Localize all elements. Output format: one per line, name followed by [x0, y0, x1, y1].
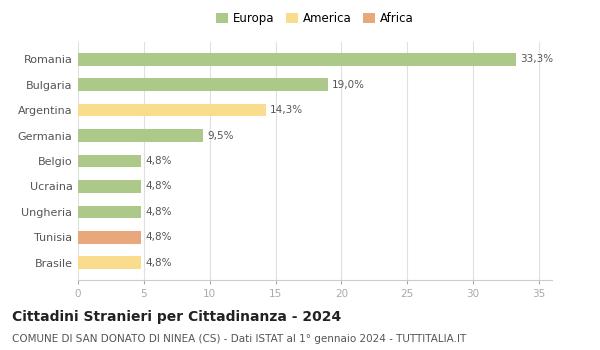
Text: Cittadini Stranieri per Cittadinanza - 2024: Cittadini Stranieri per Cittadinanza - 2…: [12, 310, 341, 324]
Text: 19,0%: 19,0%: [332, 80, 365, 90]
Text: 4,8%: 4,8%: [145, 181, 172, 191]
Bar: [78, 104, 266, 117]
Bar: [78, 155, 141, 167]
Text: COMUNE DI SAN DONATO DI NINEA (CS) - Dati ISTAT al 1° gennaio 2024 - TUTTITALIA.: COMUNE DI SAN DONATO DI NINEA (CS) - Dat…: [12, 334, 466, 344]
Text: 4,8%: 4,8%: [145, 258, 172, 268]
Text: 14,3%: 14,3%: [270, 105, 304, 115]
Text: 9,5%: 9,5%: [207, 131, 233, 141]
Bar: [78, 231, 141, 244]
Bar: [78, 257, 141, 269]
Text: 33,3%: 33,3%: [520, 54, 554, 64]
Bar: [78, 180, 141, 193]
Bar: [78, 205, 141, 218]
Legend: Europa, America, Africa: Europa, America, Africa: [214, 10, 416, 28]
Text: 4,8%: 4,8%: [145, 207, 172, 217]
Bar: [78, 78, 328, 91]
Text: 4,8%: 4,8%: [145, 156, 172, 166]
Text: 4,8%: 4,8%: [145, 232, 172, 242]
Bar: [78, 129, 203, 142]
Bar: [78, 53, 517, 65]
